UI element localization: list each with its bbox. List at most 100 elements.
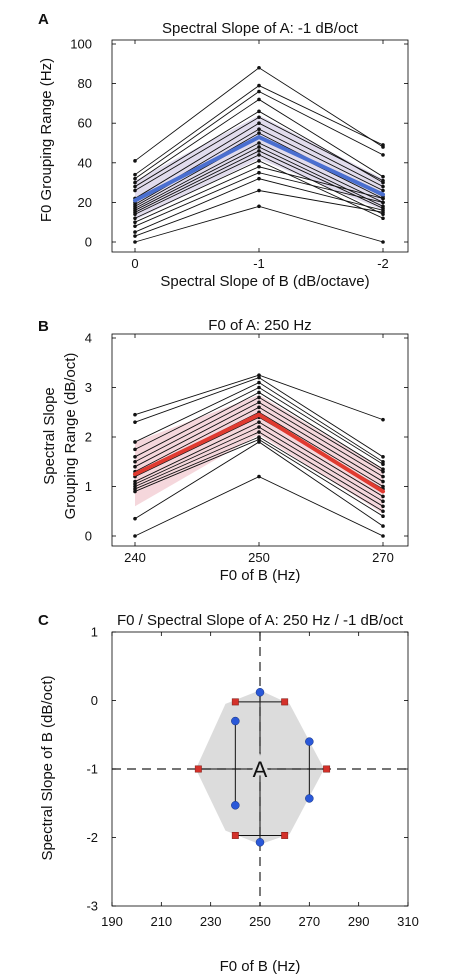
subject-point bbox=[257, 375, 261, 380]
y-tick-label: 0 bbox=[85, 235, 92, 250]
subject-point bbox=[257, 188, 261, 193]
subject-point bbox=[133, 455, 137, 459]
y-tick-label: 60 bbox=[78, 116, 92, 131]
panel-a-frame bbox=[111, 39, 409, 253]
subject-point bbox=[257, 141, 261, 145]
subject-point bbox=[133, 212, 137, 217]
subject-point bbox=[381, 153, 385, 157]
panel-b-ylabel-line2: Grouping Range (dB/oct) bbox=[62, 353, 79, 520]
y-tick-label: 80 bbox=[78, 76, 92, 91]
subject-point bbox=[381, 474, 385, 479]
x-tick-label: 230 bbox=[200, 914, 222, 929]
x-tick-label: -2 bbox=[377, 256, 389, 271]
subject-point bbox=[257, 204, 261, 209]
subject-point bbox=[133, 482, 137, 486]
subject-point bbox=[257, 435, 261, 439]
panel-c: C F0 / Spectral Slope of A: 250 Hz / -1 … bbox=[38, 612, 419, 975]
center-label: A bbox=[253, 757, 268, 782]
subject-point bbox=[257, 373, 261, 377]
subject-point bbox=[133, 188, 137, 193]
x-tick-label: 250 bbox=[249, 914, 271, 929]
subject-point bbox=[257, 385, 261, 390]
red-point bbox=[231, 698, 239, 706]
x-tick-label: 310 bbox=[397, 914, 419, 929]
panel-a-letter: A bbox=[38, 11, 49, 28]
panel-b-letter: B bbox=[38, 318, 49, 335]
subject-point bbox=[257, 97, 261, 102]
subject-point bbox=[257, 83, 261, 88]
subject-point bbox=[257, 109, 261, 114]
subject-point bbox=[381, 504, 385, 509]
x-tick-label: 0 bbox=[131, 256, 138, 271]
red-point bbox=[281, 698, 289, 706]
panel-c-xlabel: F0 of B (Hz) bbox=[220, 958, 301, 975]
subject-point bbox=[133, 464, 137, 469]
subject-point bbox=[133, 240, 137, 244]
panel-a-xlabel: Spectral Slope of B (dB/octave) bbox=[160, 273, 369, 290]
subject-point bbox=[257, 170, 261, 175]
subject-point bbox=[381, 455, 385, 459]
y-tick-label: 4 bbox=[85, 331, 92, 346]
subject-point bbox=[257, 149, 261, 153]
red-point bbox=[194, 765, 202, 773]
subject-point bbox=[133, 487, 137, 491]
subject-point bbox=[381, 484, 385, 489]
panel-b-title: F0 of A: 250 Hz bbox=[208, 317, 311, 334]
x-tick-label: 270 bbox=[372, 550, 394, 565]
panel-c-letter: C bbox=[38, 612, 49, 629]
subject-point bbox=[257, 89, 261, 94]
subject-point bbox=[257, 121, 261, 125]
y-tick-label: 1 bbox=[91, 625, 98, 640]
subject-point bbox=[133, 220, 137, 224]
y-tick-label: 100 bbox=[70, 37, 92, 52]
y-tick-label: 2 bbox=[85, 430, 92, 445]
panel-b-xlabel: F0 of B (Hz) bbox=[220, 567, 301, 584]
panel-b-ylabel-line1: Spectral Slope bbox=[41, 387, 58, 485]
mean-line bbox=[133, 135, 385, 203]
subject-point bbox=[381, 499, 385, 504]
subject-point bbox=[257, 380, 261, 385]
x-tick-label: -1 bbox=[253, 256, 265, 271]
subject-point bbox=[381, 459, 385, 464]
blue-point bbox=[255, 838, 265, 847]
blue-point bbox=[231, 801, 240, 810]
subject-point bbox=[133, 230, 137, 234]
subject-point bbox=[381, 174, 385, 179]
subject-point bbox=[381, 178, 385, 183]
subject-point bbox=[257, 176, 261, 181]
subject-point bbox=[381, 494, 385, 499]
subject-point bbox=[257, 430, 261, 434]
x-tick-label: 270 bbox=[298, 914, 320, 929]
y-tick-label: 3 bbox=[85, 380, 92, 395]
blue-point bbox=[255, 688, 265, 697]
subject-point bbox=[381, 184, 385, 189]
y-tick-label: 40 bbox=[78, 155, 92, 170]
subject-point bbox=[381, 188, 385, 193]
subject-point bbox=[133, 224, 137, 228]
subject-point bbox=[257, 420, 261, 424]
subject-point bbox=[257, 400, 261, 405]
subject-point bbox=[257, 159, 261, 163]
subject-point bbox=[257, 164, 261, 169]
subject-point bbox=[257, 131, 261, 135]
subject-point bbox=[257, 474, 261, 479]
subject-point bbox=[381, 524, 385, 528]
subject-point bbox=[133, 234, 137, 238]
subject-point bbox=[381, 534, 385, 538]
x-tick-label: 240 bbox=[124, 550, 146, 565]
subject-point bbox=[133, 447, 137, 452]
panel-b-frame bbox=[111, 333, 409, 547]
subject-point bbox=[133, 176, 137, 181]
panel-a-ylabel: F0 Grouping Range (Hz) bbox=[38, 58, 55, 222]
blue-point bbox=[305, 794, 314, 803]
y-tick-label: 0 bbox=[91, 693, 98, 708]
y-tick-label: 0 bbox=[85, 529, 92, 544]
subject-point bbox=[257, 437, 261, 442]
subject-point bbox=[381, 469, 385, 474]
subject-point bbox=[257, 153, 261, 157]
subject-point bbox=[381, 240, 385, 244]
subject-point bbox=[381, 200, 385, 205]
subject-point bbox=[133, 184, 137, 189]
y-tick-label: -2 bbox=[86, 830, 98, 845]
